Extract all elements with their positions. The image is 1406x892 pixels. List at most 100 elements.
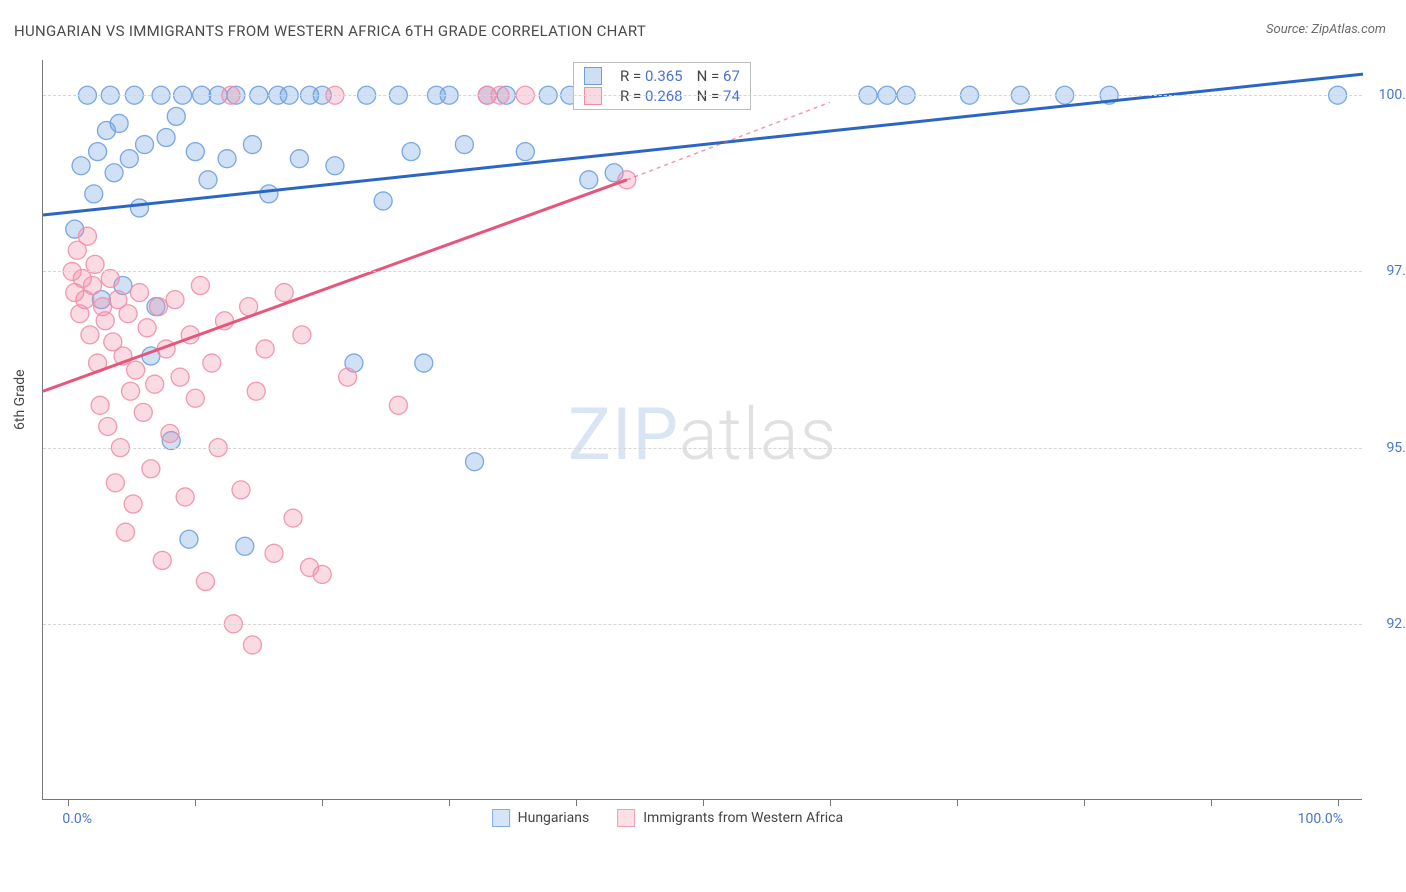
data-point-wafrica bbox=[134, 403, 152, 421]
data-point-hungarians bbox=[326, 157, 344, 175]
data-point-hungarians bbox=[157, 129, 175, 147]
stats-n-label-0: N = bbox=[697, 67, 720, 85]
data-point-wafrica bbox=[138, 319, 156, 337]
data-point-wafrica bbox=[161, 425, 179, 443]
y-tick-label: 92.5% bbox=[1386, 616, 1406, 632]
data-point-wafrica bbox=[78, 227, 96, 245]
data-point-hungarians bbox=[415, 354, 433, 372]
data-point-wafrica bbox=[119, 305, 137, 323]
data-point-wafrica bbox=[96, 312, 114, 330]
data-point-wafrica bbox=[256, 340, 274, 358]
correlation-stats-box: R = 0.365 N = 67 R = 0.268 N = 74 bbox=[573, 62, 751, 110]
data-point-wafrica bbox=[146, 375, 164, 393]
x-tick bbox=[1211, 799, 1212, 806]
data-point-hungarians bbox=[180, 530, 198, 548]
legend: Hungarians Immigrants from Western Afric… bbox=[492, 809, 843, 827]
x-tick bbox=[449, 799, 450, 806]
data-point-wafrica bbox=[243, 636, 261, 654]
source-attribution: Source: ZipAtlas.com bbox=[1266, 22, 1386, 37]
data-point-hungarians bbox=[516, 143, 534, 161]
data-point-wafrica bbox=[150, 298, 168, 316]
data-point-wafrica bbox=[124, 495, 142, 513]
data-point-hungarians bbox=[110, 114, 128, 132]
data-point-hungarians bbox=[374, 192, 392, 210]
data-point-hungarians bbox=[290, 150, 308, 168]
data-point-hungarians bbox=[218, 150, 236, 168]
data-point-wafrica bbox=[166, 291, 184, 309]
data-point-wafrica bbox=[339, 368, 357, 386]
data-point-wafrica bbox=[176, 488, 194, 506]
y-tick-label: 100.0% bbox=[1379, 87, 1406, 103]
x-tick-label: 100.0% bbox=[1298, 811, 1343, 827]
x-tick bbox=[703, 799, 704, 806]
y-axis-label: 6th Grade bbox=[12, 369, 28, 430]
data-point-wafrica bbox=[127, 361, 145, 379]
data-point-wafrica bbox=[153, 551, 171, 569]
data-point-hungarians bbox=[236, 537, 254, 555]
data-point-hungarians bbox=[120, 150, 138, 168]
stats-r-label-0: R = bbox=[620, 67, 641, 85]
gridline bbox=[43, 624, 1362, 625]
x-tick bbox=[68, 799, 69, 806]
x-tick-label: 0.0% bbox=[62, 811, 92, 827]
data-point-wafrica bbox=[142, 460, 160, 478]
data-point-wafrica bbox=[84, 277, 102, 295]
stats-n-value-0: 67 bbox=[723, 67, 740, 85]
data-point-hungarians bbox=[130, 199, 148, 217]
plot-area: ZIPatlas R = 0.365 N = 67 R = 0.268 N = … bbox=[42, 60, 1362, 800]
stats-r-value-0: 0.365 bbox=[645, 67, 683, 85]
data-point-wafrica bbox=[130, 284, 148, 302]
data-point-wafrica bbox=[117, 523, 135, 541]
y-tick-label: 97.5% bbox=[1386, 263, 1406, 279]
x-tick bbox=[322, 799, 323, 806]
legend-swatch-0 bbox=[492, 809, 510, 827]
data-point-hungarians bbox=[167, 107, 185, 125]
data-point-wafrica bbox=[171, 368, 189, 386]
x-tick bbox=[576, 799, 577, 806]
data-point-hungarians bbox=[199, 171, 217, 189]
legend-label-1: Immigrants from Western Africa bbox=[643, 810, 843, 826]
x-tick bbox=[1338, 799, 1339, 806]
data-point-wafrica bbox=[232, 481, 250, 499]
scatter-svg bbox=[43, 60, 1362, 799]
data-point-wafrica bbox=[203, 354, 221, 372]
data-point-wafrica bbox=[284, 509, 302, 527]
data-point-wafrica bbox=[265, 544, 283, 562]
data-point-hungarians bbox=[105, 164, 123, 182]
x-tick bbox=[957, 799, 958, 806]
gridline bbox=[43, 448, 1362, 449]
data-point-hungarians bbox=[580, 171, 598, 189]
y-tick-label: 95.0% bbox=[1386, 440, 1406, 456]
data-point-wafrica bbox=[247, 382, 265, 400]
x-tick bbox=[195, 799, 196, 806]
data-point-wafrica bbox=[389, 396, 407, 414]
data-point-wafrica bbox=[275, 284, 293, 302]
data-point-wafrica bbox=[186, 389, 204, 407]
gridline bbox=[43, 95, 1362, 96]
chart-title: HUNGARIAN VS IMMIGRANTS FROM WESTERN AFR… bbox=[14, 22, 646, 40]
data-point-wafrica bbox=[196, 573, 214, 591]
data-point-wafrica bbox=[122, 382, 140, 400]
legend-item-0: Hungarians bbox=[492, 809, 590, 827]
data-point-hungarians bbox=[243, 136, 261, 154]
data-point-hungarians bbox=[85, 185, 103, 203]
data-point-hungarians bbox=[89, 143, 107, 161]
data-point-wafrica bbox=[191, 277, 209, 295]
data-point-hungarians bbox=[136, 136, 154, 154]
x-tick bbox=[1084, 799, 1085, 806]
data-point-wafrica bbox=[313, 565, 331, 583]
gridline bbox=[43, 271, 1362, 272]
data-point-wafrica bbox=[293, 326, 311, 344]
data-point-hungarians bbox=[455, 136, 473, 154]
data-point-hungarians bbox=[402, 143, 420, 161]
legend-item-1: Immigrants from Western Africa bbox=[617, 809, 843, 827]
data-point-wafrica bbox=[81, 326, 99, 344]
x-tick bbox=[830, 799, 831, 806]
data-point-hungarians bbox=[72, 157, 90, 175]
data-point-wafrica bbox=[106, 474, 124, 492]
stats-swatch-0 bbox=[584, 67, 602, 85]
data-point-hungarians bbox=[260, 185, 278, 203]
legend-swatch-1 bbox=[617, 809, 635, 827]
legend-label-0: Hungarians bbox=[518, 810, 590, 826]
data-point-hungarians bbox=[466, 453, 484, 471]
